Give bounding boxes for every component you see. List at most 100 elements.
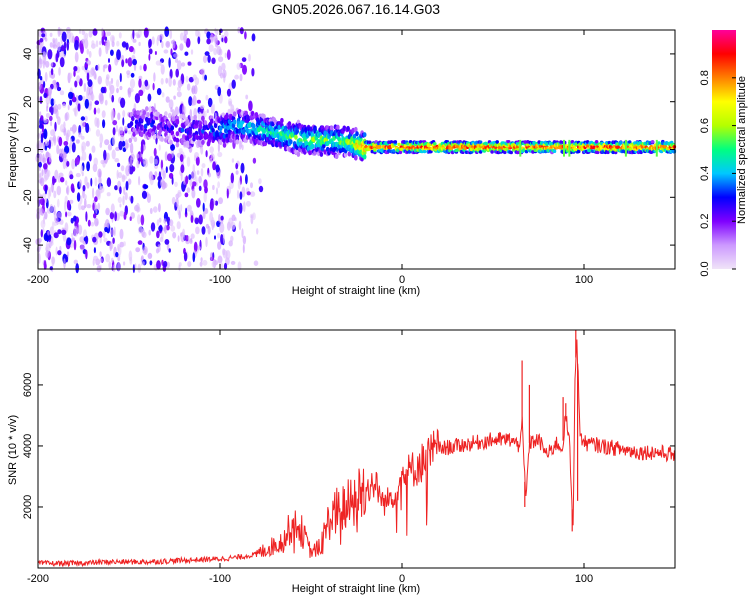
noise-blob (194, 152, 199, 159)
noise-blob (196, 198, 201, 208)
noise-blob (117, 243, 120, 252)
noise-blob (189, 178, 193, 187)
noise-blob (154, 51, 157, 55)
noise-blob (206, 38, 211, 45)
ridge-cell (397, 142, 401, 147)
noise-blob (122, 110, 126, 118)
noise-blob (125, 165, 130, 177)
noise-blob (121, 54, 125, 62)
noise-blob (44, 71, 48, 82)
noise-blob (189, 210, 194, 217)
noise-blob (122, 117, 125, 126)
noise-blob (39, 41, 43, 51)
noise-blob (223, 262, 228, 270)
noise-blob (42, 192, 47, 199)
noise-blob (188, 174, 192, 181)
noise-blob (208, 44, 214, 52)
noise-blob (117, 261, 121, 272)
noise-blob (38, 161, 42, 168)
noise-blob (106, 192, 111, 197)
noise-blob (98, 47, 102, 57)
noise-blob (88, 30, 93, 38)
noise-blob (94, 177, 98, 187)
ridge-cell (224, 114, 228, 120)
noise-blob (207, 54, 211, 64)
noise-blob (166, 42, 169, 47)
colorbar-tick-label: 0.8 (699, 70, 711, 85)
noise-blob (157, 244, 161, 253)
noise-blob (110, 34, 115, 43)
noise-blob (46, 245, 49, 251)
ridge-cell (362, 154, 367, 160)
noise-blob (66, 129, 71, 138)
noise-blob (76, 192, 81, 202)
noise-blob (91, 40, 95, 46)
noise-blob (100, 159, 105, 165)
noise-blob (112, 120, 118, 126)
noise-blob (40, 219, 46, 229)
noise-blob (174, 181, 178, 187)
noise-blob (76, 139, 80, 144)
noise-blob (89, 100, 93, 107)
noise-blob (189, 238, 193, 245)
noise-blob (106, 177, 112, 188)
colorbar: 0.0 0.2 0.4 0.6 0.8 Normalized spectral ampl… (699, 30, 748, 277)
ridge-cell (523, 140, 527, 144)
spectrogram-y-axis: -40 -20 0 20 40 (22, 48, 675, 253)
noise-blob (99, 251, 102, 258)
noise-blob (165, 77, 169, 84)
noise-blob (214, 200, 219, 206)
noise-blob (160, 78, 164, 85)
noise-blob (87, 79, 93, 88)
noise-blob (178, 210, 181, 220)
ridge-cell (151, 106, 155, 112)
noise-blob (129, 87, 134, 93)
x-tick-label: 0 (399, 274, 405, 286)
ridge-cell (262, 133, 266, 139)
noise-blob (47, 231, 50, 236)
noise-blob (55, 53, 59, 63)
noise-blob (153, 72, 156, 82)
ridge-cell (169, 139, 173, 145)
noise-blob (212, 103, 216, 115)
noise-blob (102, 64, 106, 73)
noise-blob (148, 39, 152, 49)
ridge-cell (354, 126, 358, 133)
noise-blob (168, 130, 171, 140)
noise-blob (115, 124, 119, 132)
noise-blob (159, 61, 162, 67)
noise-blob (149, 260, 153, 266)
noise-blob (168, 57, 171, 68)
noise-blob (163, 260, 168, 268)
noise-blob (176, 91, 182, 98)
noise-blob (238, 220, 242, 231)
noise-blob (129, 157, 133, 168)
noise-blob (160, 231, 164, 240)
noise-blob (99, 133, 104, 144)
noise-blob (72, 96, 76, 102)
noise-blob (239, 27, 244, 35)
noise-blob (99, 40, 102, 46)
noise-blob (125, 180, 129, 191)
y-tick-label: 4000 (22, 434, 34, 458)
noise-blob (43, 174, 48, 182)
noise-blob (244, 31, 247, 40)
noise-blob (97, 202, 101, 211)
noise-blob (152, 206, 158, 213)
noise-blob (214, 27, 217, 34)
noise-blob (211, 260, 217, 268)
noise-blob (150, 222, 156, 232)
noise-blob (248, 53, 251, 62)
noise-blob (59, 90, 65, 96)
noise-blob (230, 172, 234, 184)
noise-blob (224, 30, 229, 38)
noise-blob (81, 65, 85, 71)
noise-blob (217, 181, 221, 189)
noise-blob (47, 49, 53, 60)
ridge-cell (347, 151, 352, 157)
x-tick-label: -100 (209, 573, 231, 585)
noise-blob (67, 104, 70, 111)
ridge-cell (289, 139, 293, 145)
noise-blob (160, 167, 165, 177)
ridge-glitch (563, 139, 565, 157)
